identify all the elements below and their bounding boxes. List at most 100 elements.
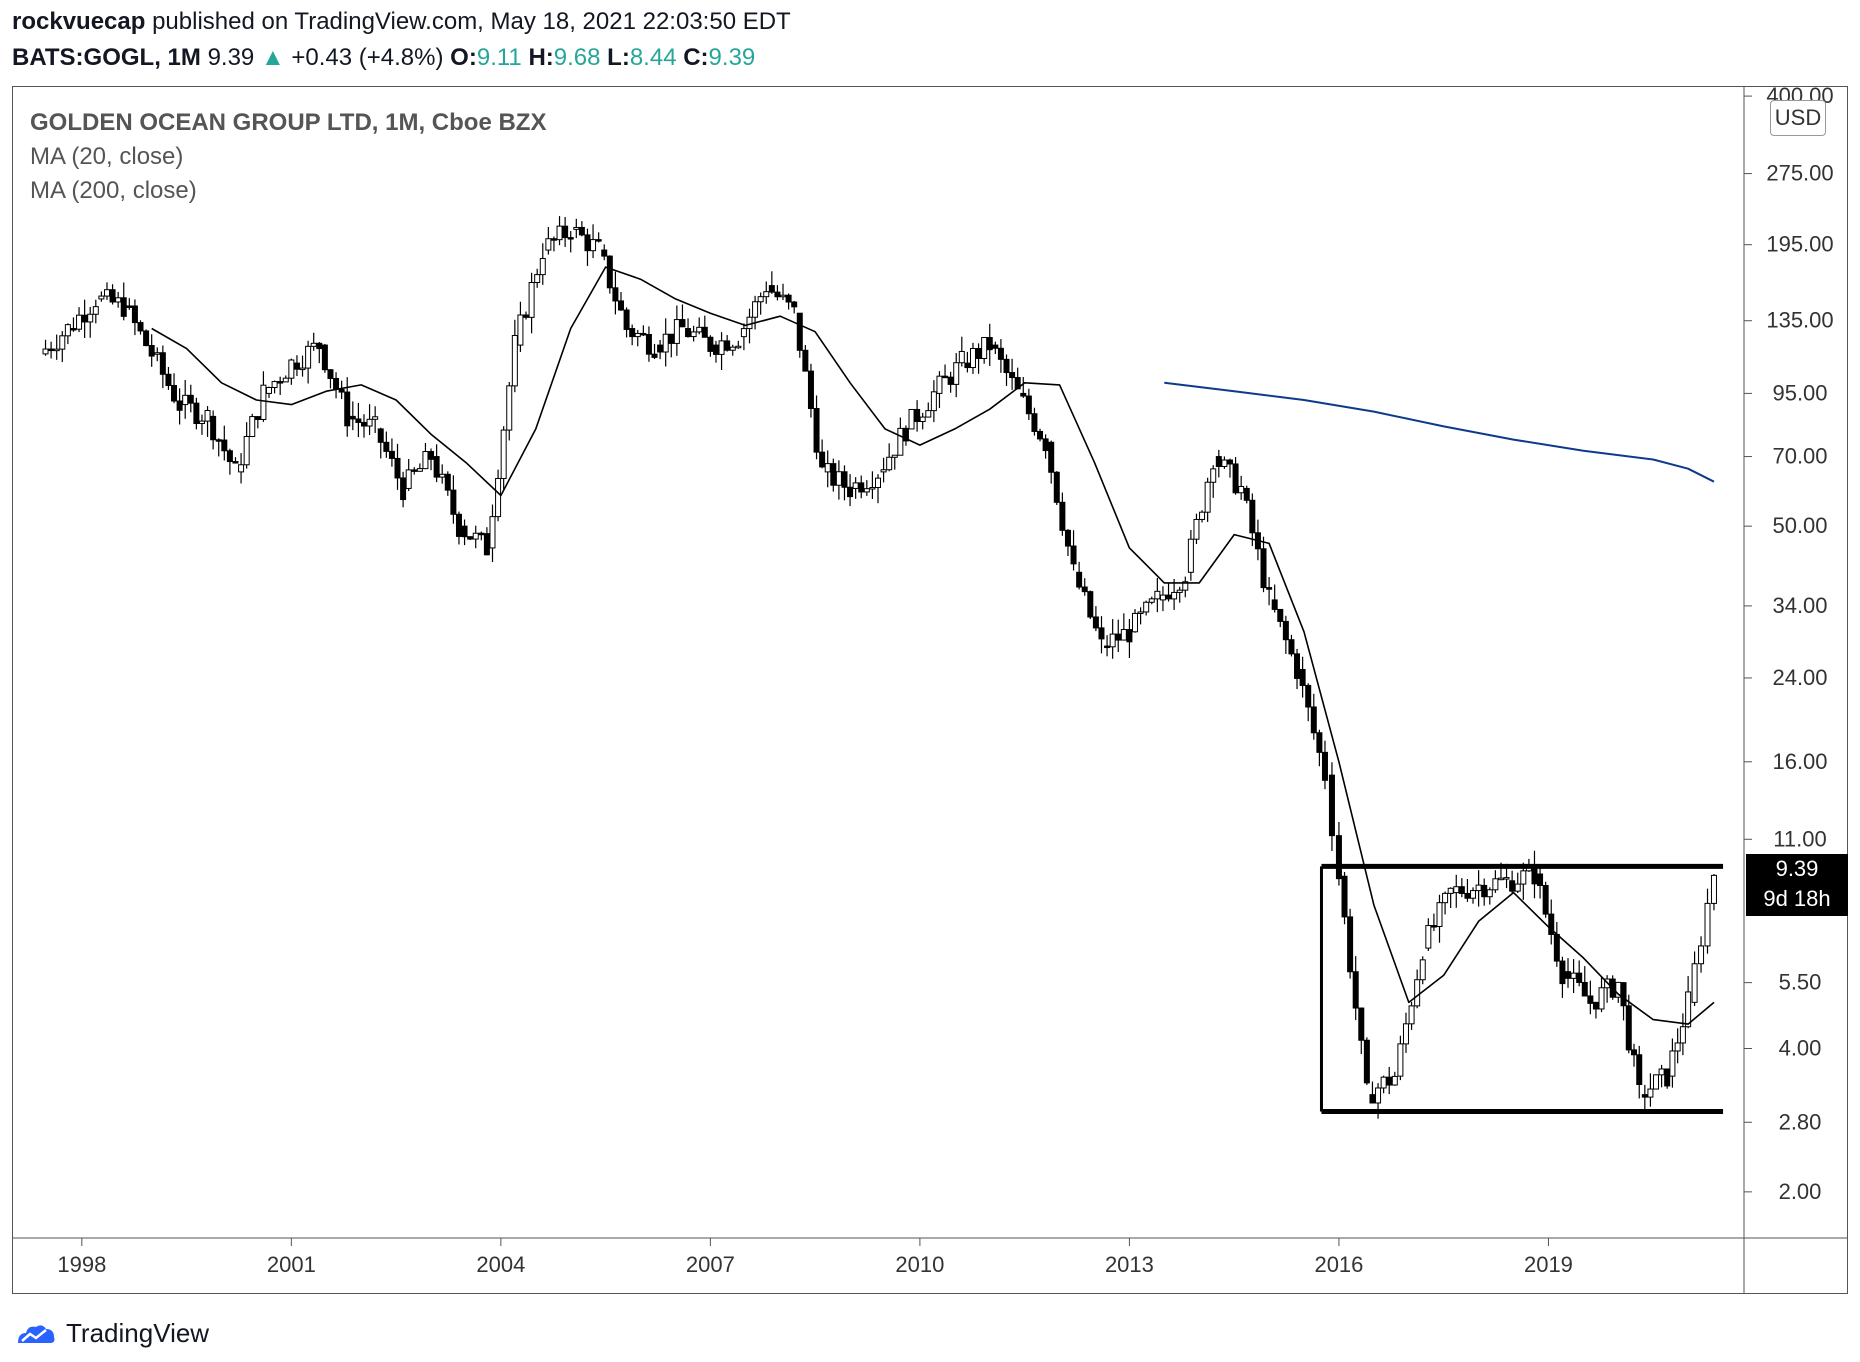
candle-body	[333, 377, 340, 390]
y-tick-label: 70.00	[1772, 444, 1827, 469]
candle-body	[701, 326, 708, 338]
candle-body	[947, 376, 954, 385]
candle-body	[1492, 878, 1499, 891]
candle-body	[1294, 653, 1301, 679]
candle-body	[1375, 1087, 1382, 1104]
candle-body	[841, 471, 848, 488]
candle-body	[1497, 877, 1504, 881]
candle-body	[428, 451, 435, 460]
candle-body	[1464, 892, 1471, 899]
candle-body	[1288, 639, 1295, 655]
candle-body	[1380, 1076, 1387, 1089]
candle-body	[478, 532, 485, 536]
candle-body	[1402, 1023, 1409, 1045]
candle-body	[802, 349, 809, 372]
candle-body	[1509, 880, 1516, 892]
footer: TradingView	[14, 1318, 209, 1349]
y-tick-label: 2.00	[1779, 1179, 1822, 1204]
candle-body	[126, 305, 133, 308]
candle-body	[880, 469, 887, 473]
candle-body	[92, 306, 99, 315]
candle-body	[891, 454, 898, 458]
y-tick-label: 95.00	[1772, 380, 1827, 405]
candle-body	[830, 463, 837, 486]
candle-body	[400, 477, 407, 501]
candle-body	[975, 348, 982, 359]
candle-body	[1282, 620, 1289, 641]
legend-ma200[interactable]: MA (200, close)	[30, 177, 197, 204]
candle-body	[1148, 598, 1155, 603]
candle-body	[461, 525, 468, 538]
candle-body	[316, 342, 323, 350]
candle-body	[780, 294, 787, 298]
candle-body	[1098, 627, 1105, 640]
candle-body	[305, 345, 312, 369]
candle-body	[1260, 548, 1267, 589]
candle-body	[875, 477, 881, 489]
candle-body	[964, 362, 971, 369]
candle-body	[1470, 890, 1477, 899]
footer-brand[interactable]: TradingView	[66, 1318, 210, 1348]
candle-body	[1363, 1039, 1370, 1084]
candle-body	[1679, 1026, 1686, 1044]
candle-body	[1419, 959, 1426, 981]
candle-body	[226, 450, 233, 463]
candle-body	[1271, 599, 1278, 610]
author-name[interactable]: rockvuecap	[12, 8, 146, 35]
open-label: O:	[450, 44, 477, 71]
x-tick-label: 2016	[1314, 1252, 1363, 1277]
candle-body	[942, 375, 949, 379]
y-tick-label: 5.50	[1779, 970, 1822, 995]
candle-body	[1408, 1005, 1415, 1025]
candle-body	[908, 408, 915, 430]
candle-body	[1310, 706, 1317, 734]
candle-body	[1126, 629, 1133, 643]
candle-body	[1031, 413, 1038, 432]
candle-body	[1199, 511, 1206, 520]
candle-body	[1447, 887, 1454, 894]
candle-body	[696, 326, 703, 333]
candle-body	[545, 238, 552, 251]
candle-body	[59, 335, 66, 350]
candle-body	[1226, 459, 1233, 465]
candle-body	[76, 314, 83, 330]
published-text: published on TradingView.com, May 18, 20…	[152, 8, 791, 35]
candle-body	[433, 456, 440, 478]
candle-body	[1548, 913, 1555, 935]
candle-body	[42, 348, 49, 355]
candle-body	[176, 400, 183, 411]
candle-body	[1587, 995, 1594, 1004]
candle-body	[1358, 1007, 1365, 1041]
chart-frame[interactable]	[12, 86, 1848, 1294]
candle-body	[288, 359, 295, 379]
candle-body	[511, 334, 518, 387]
candle-body	[902, 427, 909, 442]
candle-body	[249, 416, 256, 438]
currency-button[interactable]: USD	[1770, 100, 1826, 136]
candle-body	[763, 291, 770, 298]
x-tick-label: 2019	[1524, 1252, 1573, 1277]
candle-body	[455, 513, 462, 537]
candle-body	[1277, 608, 1284, 622]
candle-body	[1104, 645, 1111, 649]
candle-body	[1305, 684, 1312, 708]
candle-body	[1193, 518, 1200, 540]
legend-ma20[interactable]: MA (20, close)	[30, 143, 184, 170]
candle-body	[204, 410, 211, 422]
candle-body	[523, 314, 530, 318]
candle-body	[1020, 392, 1027, 397]
candle-body	[394, 457, 401, 479]
candle-body	[1076, 571, 1083, 588]
candle-body	[746, 316, 753, 330]
close-label: C:	[683, 44, 709, 71]
candle-body	[584, 234, 591, 252]
candle-body	[1669, 1050, 1676, 1077]
candle-body	[131, 305, 138, 324]
candle-body	[534, 274, 541, 284]
candle-body	[578, 226, 585, 236]
candle-body	[215, 439, 222, 442]
candle-body	[187, 394, 194, 404]
candle-body	[712, 344, 719, 355]
candle-body	[344, 391, 351, 427]
